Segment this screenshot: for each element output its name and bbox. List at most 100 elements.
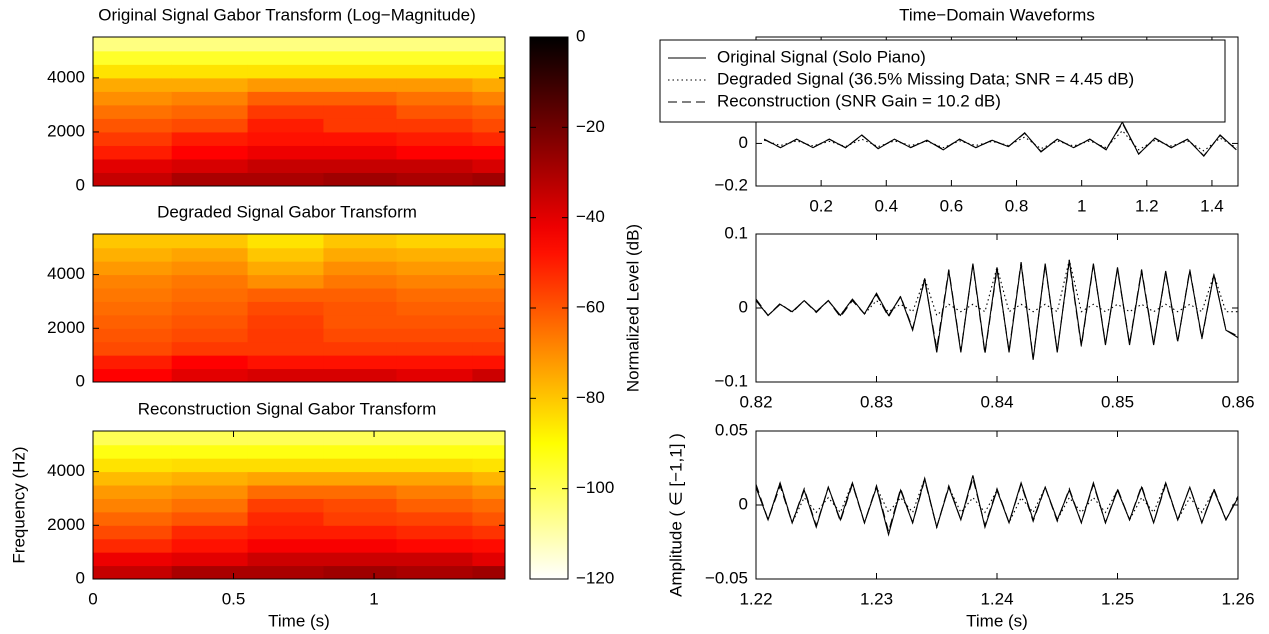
- heatmap-cell: [396, 511, 473, 526]
- heatmap-cell: [171, 458, 249, 473]
- heatmap-cell: [396, 314, 473, 329]
- heatmap-cell: [171, 485, 249, 499]
- heatmap-cell: [323, 552, 398, 567]
- heatmap-cell: [472, 485, 505, 499]
- chart-title: Time−Domain Waveforms: [899, 5, 1095, 24]
- heatmap-cell: [171, 511, 249, 526]
- heatmap-cell: [472, 444, 505, 459]
- heatmap-cell: [396, 498, 473, 513]
- x-tick-label: 0.4: [874, 196, 898, 215]
- heatmap-cell: [247, 145, 324, 160]
- heatmap-cell: [93, 172, 173, 186]
- y-tick-label: 4000: [47, 67, 85, 86]
- heatmap-cell: [472, 431, 505, 446]
- heatmap-cell: [396, 91, 473, 106]
- series-line: [756, 476, 1238, 534]
- heatmap-cell: [247, 91, 324, 106]
- heatmap-cell: [323, 341, 398, 356]
- heatmap-cell: [171, 355, 249, 370]
- heatmap-cell: [247, 64, 324, 79]
- heatmap-cell: [93, 498, 173, 513]
- y-tick-label: −80: [576, 388, 605, 407]
- chart-title: Original Signal Gabor Transform (Log−Mag…: [98, 5, 476, 24]
- heatmap-cell: [93, 158, 173, 173]
- y-tick-label: −60: [576, 297, 605, 316]
- heatmap-cell: [396, 37, 473, 52]
- heatmap-cell: [396, 565, 473, 579]
- heatmap-cell: [396, 158, 473, 173]
- x-tick-label: 1.24: [980, 589, 1013, 608]
- heatmap-cell: [93, 274, 173, 289]
- heatmap-cell: [323, 131, 398, 146]
- heatmap-cell: [396, 341, 473, 356]
- series-line: [763, 129, 1237, 152]
- legend: Original Signal (Solo Piano) Degraded Sig…: [659, 39, 1226, 123]
- heatmap-cell: [323, 104, 398, 119]
- series-line: [756, 476, 1238, 530]
- y-tick-label: 0: [76, 175, 85, 194]
- heatmap-cell: [472, 341, 505, 356]
- heatmap-cell: [171, 525, 249, 540]
- heatmap-cell: [171, 261, 249, 276]
- heatmap-cell: [93, 431, 173, 446]
- heatmap-cell: [247, 158, 324, 173]
- heatmap-cell: [472, 471, 505, 486]
- heatmap-cell: [247, 328, 324, 343]
- heatmap-cell: [93, 131, 173, 146]
- heatmap-cell: [396, 444, 473, 459]
- heatmap-cell: [171, 368, 249, 382]
- heatmap-cell: [472, 172, 505, 186]
- heatmap-cell: [396, 328, 473, 343]
- heatmap-cell: [472, 261, 505, 276]
- heatmap-cell: [396, 301, 473, 316]
- heatmap-cell: [472, 301, 505, 316]
- heatmap-cell: [93, 288, 173, 302]
- heatmap-cell: [472, 64, 505, 79]
- heatmap-cell: [93, 234, 173, 249]
- heatmap-cell: [93, 77, 173, 92]
- x-tick-label: 1: [1077, 196, 1086, 215]
- heatmap-cell: [323, 498, 398, 513]
- heatmap-cell: [396, 552, 473, 567]
- heatmap-cell: [171, 118, 249, 133]
- y-tick-label: 0: [76, 371, 85, 390]
- heatmap-cell: [472, 538, 505, 553]
- heatmap-cell: [323, 511, 398, 526]
- heatmap-cell: [396, 471, 473, 486]
- heatmap-cell: [171, 471, 249, 486]
- y-tick-label: 4000: [47, 461, 85, 480]
- heatmap-cell: [247, 565, 324, 579]
- y-tick-label: 0.05: [715, 420, 748, 439]
- heatmap-cell: [472, 552, 505, 567]
- heatmap-cell: [323, 50, 398, 65]
- heatmap-cell: [396, 538, 473, 553]
- plot-area: [763, 121, 1237, 158]
- heatmap-cell: [323, 431, 398, 446]
- heatmap-cell: [472, 565, 505, 579]
- series-line: [763, 122, 1237, 157]
- x-axis-label: Time (s): [966, 611, 1028, 630]
- plot-area: [530, 37, 568, 579]
- heatmap-cell: [396, 261, 473, 276]
- heatmap-cell: [93, 458, 173, 473]
- heatmap-cell: [323, 172, 398, 186]
- heatmap-cell: [171, 444, 249, 459]
- x-tick-label: 1.22: [739, 589, 772, 608]
- heatmap-cell: [93, 50, 173, 65]
- heatmap-cell: [247, 485, 324, 499]
- heatmap-cell: [247, 368, 324, 382]
- heatmap-cell: [247, 118, 324, 133]
- heatmap-cell: [396, 458, 473, 473]
- x-tick-label: 0.84: [980, 392, 1013, 411]
- heatmap-cell: [323, 77, 398, 92]
- heatmap-cell: [93, 314, 173, 329]
- heatmap-cell: [247, 525, 324, 540]
- heatmap-cell: [323, 444, 398, 459]
- heatmap-cell: [247, 50, 324, 65]
- heatmap-cell: [247, 131, 324, 146]
- heatmap-cell: [472, 458, 505, 473]
- heatmap-cell: [93, 118, 173, 133]
- heatmap-cell: [472, 145, 505, 160]
- legend-label: Degraded Signal (36.5% Missing Data; SNR…: [717, 69, 1134, 88]
